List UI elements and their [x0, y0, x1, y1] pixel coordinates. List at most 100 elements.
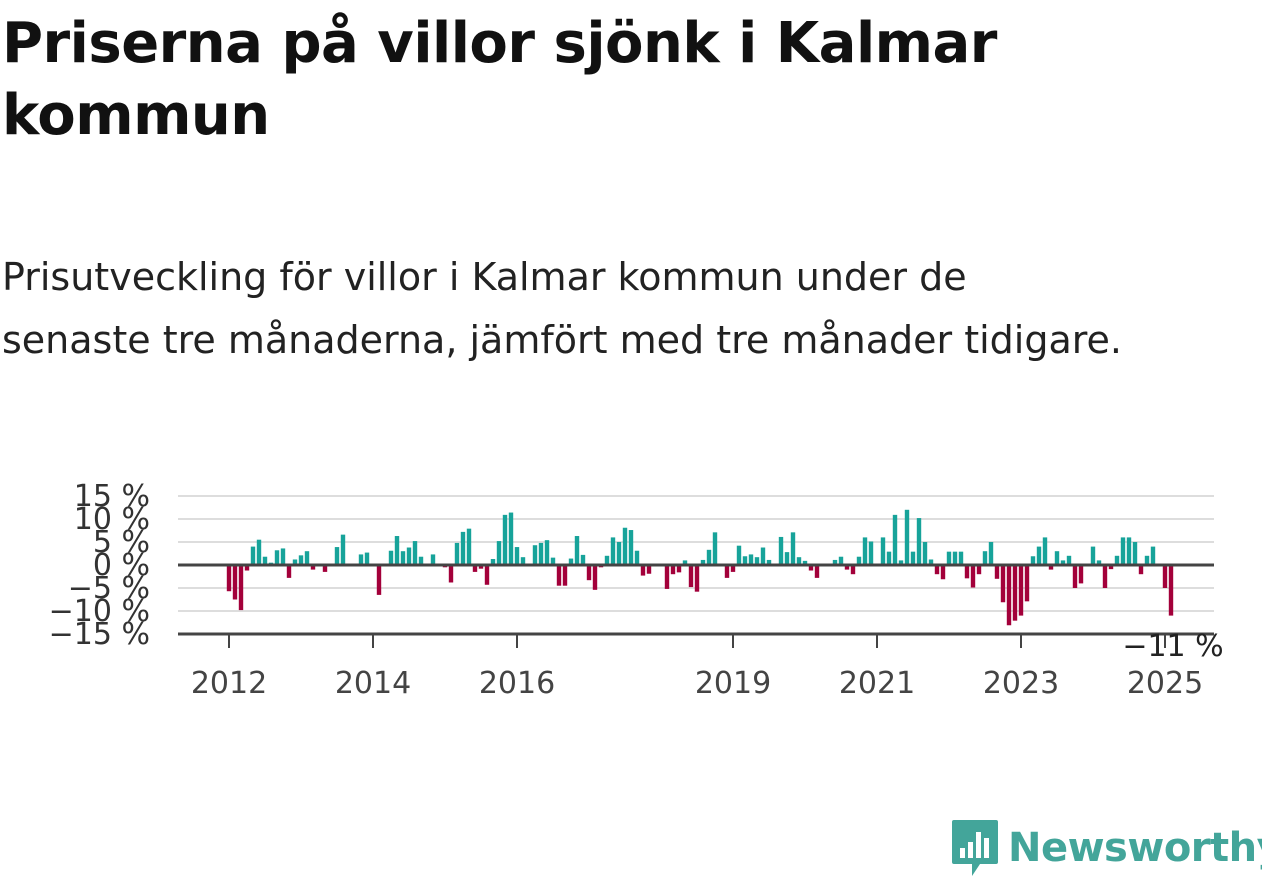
y-tick-label: −15 %: [49, 617, 150, 652]
bar: [304, 551, 310, 565]
bar: [1054, 551, 1060, 565]
y-tick-label: −5 %: [68, 571, 150, 606]
bar: [310, 565, 316, 570]
bar: [1078, 565, 1084, 584]
bar: [982, 551, 988, 565]
bar: [694, 565, 700, 592]
bar: [532, 545, 538, 565]
bar: [502, 514, 508, 565]
bar: [394, 536, 400, 565]
bar: [754, 557, 760, 565]
bar: [256, 539, 262, 565]
bar: [742, 556, 748, 565]
bar: [676, 565, 682, 573]
bar: [604, 555, 610, 565]
bar: [688, 565, 694, 588]
bar: [460, 531, 466, 565]
bar: [556, 565, 562, 586]
bar: [334, 547, 340, 565]
bar: [748, 554, 754, 565]
bar: [610, 537, 616, 565]
bar: [472, 565, 478, 572]
bar: [238, 565, 244, 611]
bar: [736, 545, 742, 565]
bar: [1162, 565, 1168, 588]
bar: [586, 565, 592, 581]
bar: [454, 542, 460, 565]
bar: [292, 559, 298, 565]
bar: [400, 551, 406, 565]
bar-chart: 15 %10 %5 %0 %−5 %−10 %−15 % 2012 2014 2016…: [49, 479, 1224, 701]
bar: [1138, 565, 1144, 575]
bar: [376, 565, 382, 595]
bar: [1066, 555, 1072, 565]
chart-subtitle: Prisutveckling för villor i Kalmar kommu…: [2, 255, 1122, 362]
bar: [1042, 537, 1048, 565]
bar: [1096, 560, 1102, 565]
bar: [868, 541, 874, 565]
bar: [358, 554, 364, 565]
bar: [934, 565, 940, 575]
bar: [850, 565, 856, 575]
bar: [994, 565, 1000, 579]
bar: [232, 565, 238, 600]
bar: [250, 546, 256, 565]
bar: [766, 559, 772, 565]
bar: [1024, 565, 1030, 602]
y-tick-label: 10 %: [74, 502, 150, 537]
bar: [298, 555, 304, 565]
bar: [952, 551, 958, 565]
bar: [568, 558, 574, 565]
bar: [670, 565, 676, 575]
bar: [490, 559, 496, 565]
bar: [580, 554, 586, 565]
bar: [640, 565, 646, 576]
bar: [1144, 555, 1150, 565]
x-tick-label: 2025: [1127, 666, 1203, 701]
bar-chart-speech-bubble-icon: [952, 820, 998, 876]
bar: [910, 551, 916, 565]
bar: [496, 541, 502, 565]
bar: [928, 559, 934, 565]
bar: [388, 550, 394, 565]
bar: [970, 565, 976, 588]
bar: [418, 556, 424, 565]
bar: [700, 559, 706, 565]
bar: [1012, 565, 1018, 621]
y-tick-label: 5 %: [93, 525, 150, 560]
bar: [946, 551, 952, 565]
bar: [1030, 556, 1036, 565]
bar: [1102, 565, 1108, 588]
bar: [1120, 537, 1126, 565]
bar: [466, 528, 472, 565]
bar: [796, 557, 802, 565]
chart-title: Priserna på villor sjönk i Kalmar kommun: [2, 11, 997, 148]
bar: [976, 565, 982, 575]
bar: [904, 509, 910, 565]
bar: [574, 536, 580, 565]
bar: [1072, 565, 1078, 588]
bar: [760, 547, 766, 565]
bar: [814, 565, 820, 578]
bar: [724, 565, 730, 578]
bar: [1090, 546, 1096, 565]
bar: [964, 565, 970, 579]
bar: [988, 542, 994, 565]
bar: [412, 541, 418, 565]
last-value-label: −11 %: [1122, 629, 1223, 664]
bar: [592, 565, 598, 590]
x-tick-label: 2021: [839, 666, 915, 701]
bar: [226, 565, 232, 592]
bar: [1006, 565, 1012, 626]
bar: [802, 560, 808, 565]
x-tick-label: 2014: [335, 666, 411, 701]
bar: [634, 550, 640, 565]
bar: [862, 537, 868, 565]
bar: [484, 565, 490, 585]
bar: [646, 565, 652, 574]
x-tick-label: 2019: [695, 666, 771, 701]
bar: [538, 542, 544, 565]
bar: [784, 552, 790, 565]
bar: [430, 554, 436, 565]
bar: [664, 565, 670, 589]
